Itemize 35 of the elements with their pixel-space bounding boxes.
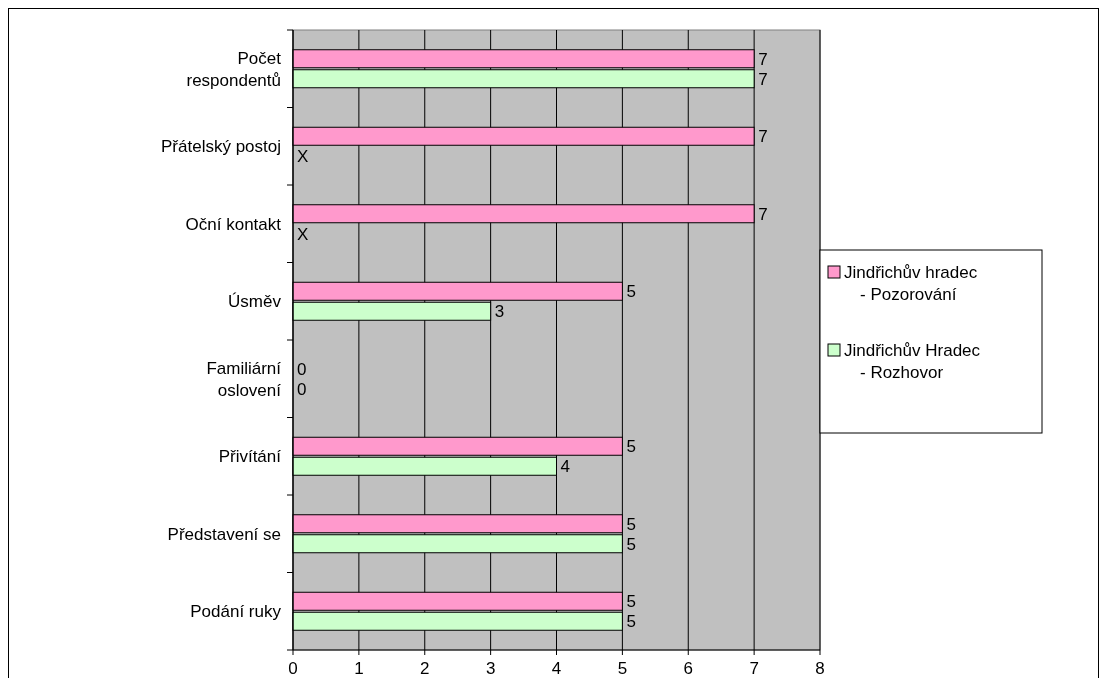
data-label: 5 xyxy=(626,437,636,457)
data-label: 5 xyxy=(626,282,636,302)
y-tick-label: Přátelský postoj xyxy=(161,137,281,157)
x-tick-label: 5 xyxy=(617,659,628,678)
x-tick-label: 7 xyxy=(749,659,759,678)
y-tick-label: Přivítání xyxy=(218,447,282,467)
y-tick-label: Familiární oslovení xyxy=(206,358,282,400)
data-label: 7 xyxy=(758,49,768,69)
text: X xyxy=(297,224,309,244)
x-tick-label: 1 xyxy=(354,659,364,678)
text: X xyxy=(297,147,309,167)
data-label: 0 xyxy=(297,359,307,379)
data-label: 5 xyxy=(626,514,636,534)
y-tick-label: Oční kontakt xyxy=(185,214,282,234)
data-label: 7 xyxy=(758,69,768,89)
data-label: 5 xyxy=(626,592,636,612)
data-label: 7 xyxy=(758,204,768,224)
x-tick-label: 8 xyxy=(815,659,825,678)
x-tick-label: 2 xyxy=(420,659,430,678)
data-label: 7 xyxy=(758,127,768,147)
x-tick-label: 6 xyxy=(683,659,693,678)
data-label: 0 xyxy=(297,379,307,399)
y-tick-label: Počet respondentů xyxy=(186,48,282,90)
data-label: 5 xyxy=(626,534,636,554)
data-label: 3 xyxy=(494,302,505,322)
y-tick-label: Podání ruky xyxy=(190,602,282,622)
y-tick-label: Představení se xyxy=(167,524,281,544)
y-tick-label: Úsměv xyxy=(228,292,282,312)
data-label: 4 xyxy=(560,457,570,477)
x-tick-label: 4 xyxy=(551,659,562,678)
x-tick-label: 0 xyxy=(288,659,298,678)
legend-label: Jindřichův Hradec - Rozhovor xyxy=(844,341,981,382)
legend-label: Jindřichův hradec - Pozorování xyxy=(844,263,978,304)
x-tick-label: 3 xyxy=(485,659,496,678)
data-label: 5 xyxy=(626,612,636,632)
